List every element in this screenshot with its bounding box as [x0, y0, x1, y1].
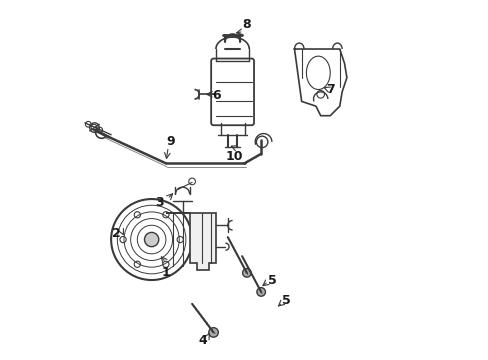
- Text: 2: 2: [112, 227, 121, 240]
- Text: 8: 8: [242, 18, 251, 31]
- Circle shape: [256, 288, 265, 296]
- Text: 3: 3: [155, 196, 163, 209]
- Circle shape: [208, 328, 218, 337]
- Polygon shape: [165, 213, 216, 270]
- Circle shape: [242, 269, 251, 277]
- Text: 10: 10: [225, 150, 242, 163]
- Circle shape: [144, 233, 159, 247]
- Text: 4: 4: [198, 334, 206, 347]
- Text: 6: 6: [212, 89, 220, 102]
- Text: 1: 1: [161, 266, 170, 279]
- Text: 7: 7: [326, 83, 334, 96]
- Text: 5: 5: [267, 274, 276, 287]
- Text: 9: 9: [166, 135, 175, 148]
- Text: 5: 5: [282, 294, 290, 307]
- FancyBboxPatch shape: [211, 59, 253, 125]
